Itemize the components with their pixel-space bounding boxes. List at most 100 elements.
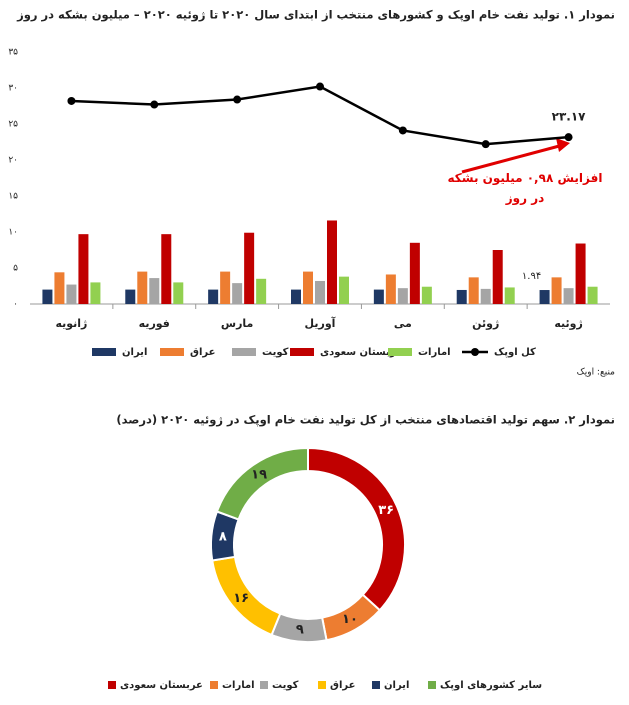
x-tick-label: ژانویه: [55, 317, 87, 330]
annotation-arrowhead: [556, 138, 570, 152]
bar: [208, 289, 219, 304]
bar: [504, 287, 515, 304]
line-point: [150, 100, 159, 109]
legend-label: عربستان سعودی: [320, 347, 403, 358]
bar: [385, 274, 396, 304]
bar: [125, 289, 136, 304]
bar: [66, 284, 77, 304]
legend-swatch: [290, 348, 314, 356]
data-label: ۹: [296, 623, 304, 638]
bar: [291, 289, 301, 304]
y-tick-label: ۳۰: [8, 84, 18, 94]
legend-swatch: [388, 348, 412, 356]
line-point: [398, 126, 407, 135]
line-point: [316, 82, 324, 91]
bar: [539, 290, 550, 304]
legend-swatch: [318, 681, 326, 689]
bar: [468, 277, 479, 304]
chart-title: نمودار ۲. سهم تولید اقتصادهای منتخب از ک…: [116, 413, 615, 428]
line-point: [233, 95, 242, 104]
bar: [551, 277, 562, 304]
bar: [256, 278, 267, 304]
legend-label: کویت: [272, 680, 299, 691]
bar: [315, 280, 325, 304]
legend-swatch: [108, 681, 116, 689]
legend-label: امارات: [418, 347, 451, 358]
bar: [409, 242, 420, 304]
x-tick-label: می: [394, 317, 412, 330]
legend-label: ایران: [384, 680, 409, 691]
y-tick-label: ۵: [13, 264, 18, 274]
legend-label: ایران: [122, 347, 147, 358]
data-label: ۱۰: [342, 612, 358, 627]
x-tick-label: مارس: [221, 317, 253, 330]
legend-label: عراق: [330, 680, 355, 691]
legend-label: عراق: [190, 347, 215, 358]
bar: [303, 271, 313, 304]
legend-swatch: [92, 348, 116, 356]
bar: [90, 282, 101, 304]
legend-swatch: [471, 348, 479, 356]
bar: [137, 271, 148, 304]
bar: [339, 276, 349, 304]
bar: [456, 289, 467, 304]
bar: [563, 288, 574, 304]
legend-swatch: [210, 681, 218, 689]
legend-label: کل اوپک: [494, 347, 536, 358]
y-tick-label: ۲۵: [8, 120, 18, 130]
y-tick-label: ۱۵: [8, 192, 18, 202]
legend-swatch: [428, 681, 436, 689]
bar: [480, 288, 491, 304]
bar: [232, 283, 243, 304]
x-tick-label: آوریل: [305, 316, 336, 330]
source: منبع: اوپک: [577, 368, 616, 378]
bar: [42, 289, 53, 304]
data-label: ۲۳.۱۷: [552, 110, 587, 124]
legend-label: کویت: [262, 347, 289, 358]
bar: [397, 288, 408, 304]
y-tick-label: ۰: [13, 300, 18, 310]
data-label: ۳۶: [378, 503, 394, 518]
pie-slice: [215, 446, 309, 521]
bar: [161, 234, 172, 304]
line-point: [67, 96, 76, 105]
x-tick-label: فوریه: [139, 317, 170, 330]
data-label: ۸: [219, 529, 227, 544]
chart-title: نمودار ۱. تولید نفت خام اوپک و کشورهای م…: [16, 8, 615, 23]
line: [71, 85, 569, 146]
legend-label: عربستان سعودی: [120, 680, 203, 691]
bar: [54, 272, 65, 304]
bar: [327, 220, 337, 304]
data-label: ۱۶: [233, 591, 249, 606]
annotation: افزایش ۰,۹۸ میلیون بشکه در روز: [447, 171, 603, 205]
annotation-arrow: [461, 143, 564, 174]
legend-swatch: [160, 348, 184, 356]
legend-swatch: [260, 681, 268, 689]
y-tick-label: ۳۵: [8, 48, 18, 58]
data-label: ۱.۹۴: [522, 271, 541, 282]
bar: [220, 271, 231, 304]
bar: [373, 289, 384, 304]
legend-label: امارات: [222, 680, 255, 691]
bar: [78, 234, 89, 304]
x-tick-label: ژوئن: [472, 317, 499, 330]
bar: [492, 250, 503, 304]
y-tick-label: ۱۰: [8, 228, 18, 238]
bar: [421, 286, 432, 304]
line-point: [564, 133, 573, 142]
y-tick-label: ۲۰: [8, 156, 18, 166]
pie-slice: [307, 446, 406, 612]
bar: [173, 282, 184, 304]
bar: [575, 243, 586, 304]
bar: [587, 286, 598, 304]
data-label: ۱۹: [251, 467, 267, 482]
bar: [244, 232, 255, 304]
bar: [149, 278, 160, 304]
legend-swatch: [232, 348, 256, 356]
x-tick-label: ژوئیه: [554, 317, 582, 330]
legend-label: سایر کشورهای اوپک: [440, 680, 542, 691]
line-point: [481, 140, 490, 149]
legend-swatch: [372, 681, 380, 689]
